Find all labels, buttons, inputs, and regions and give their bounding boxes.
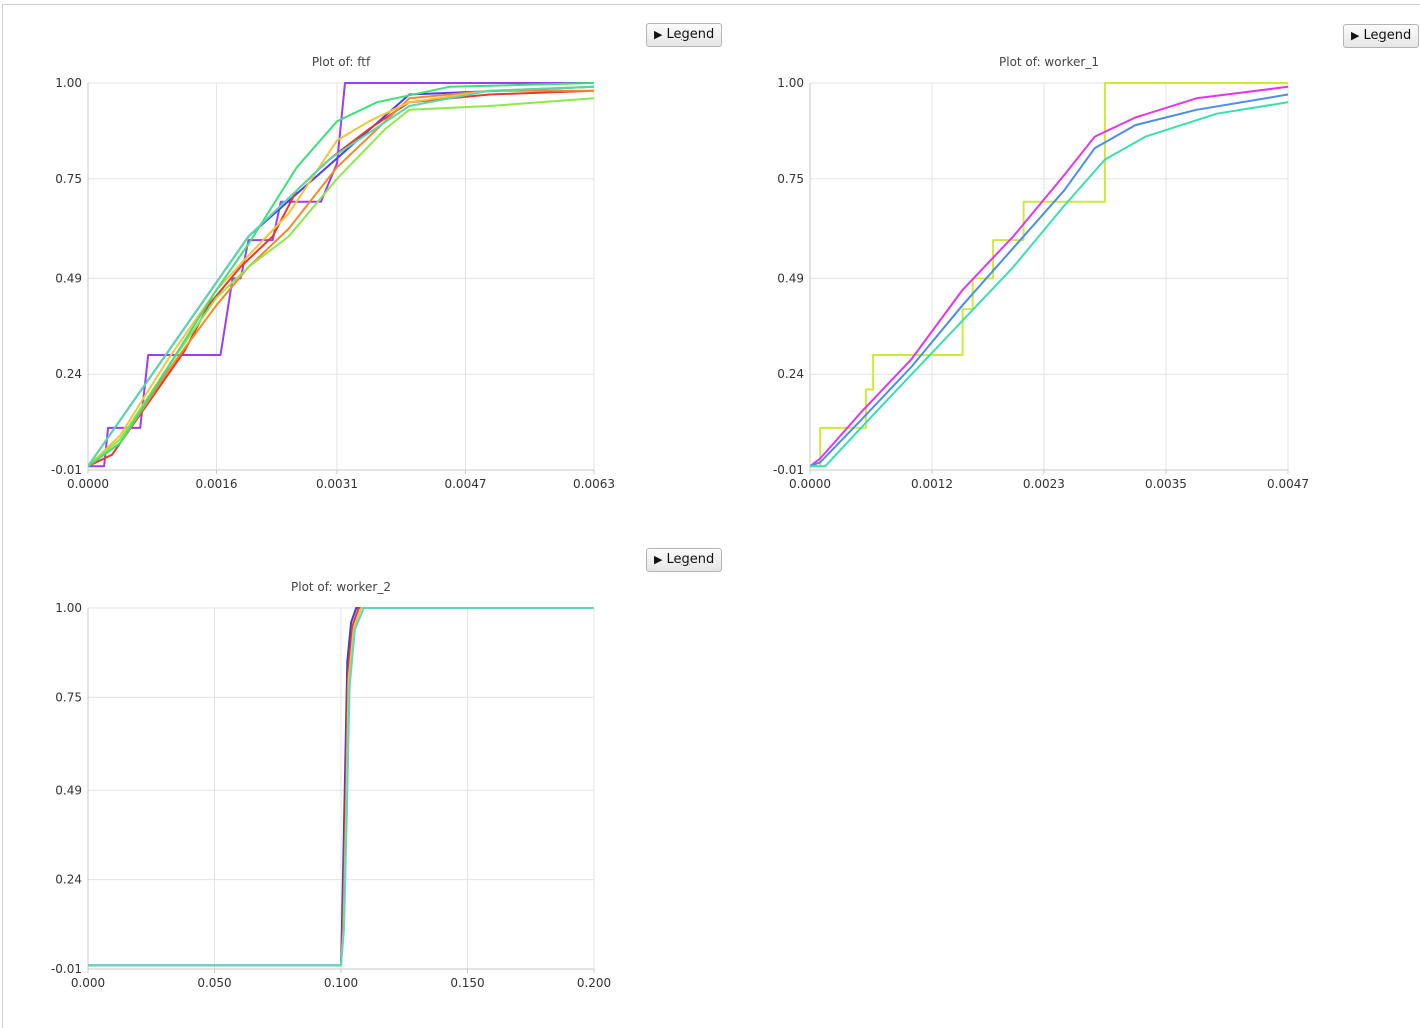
y-tick-label: 0.75 (55, 172, 82, 186)
chart-worker-2: Plot of: worker_2 0.000 0.050 0.100 0.150 0.2… (51, 580, 611, 990)
x-tick-label: 0.0047 (444, 477, 486, 491)
y-tick-label: -0.01 (773, 463, 804, 477)
y-tick-label: -0.01 (51, 463, 82, 477)
legend-toggle-button-worker-1[interactable]: ▶ Legend (1343, 24, 1420, 48)
play-triangle-icon: ▶ (654, 28, 663, 41)
legend-toggle-button-ftf[interactable]: ▶ Legend (646, 23, 723, 47)
x-tick-label: 0.200 (577, 976, 611, 990)
x-tick-label: 0.150 (450, 976, 484, 990)
y-tick-label: 0.49 (777, 271, 804, 285)
y-tick-label: 0.24 (55, 367, 82, 381)
series-line-3 (810, 93, 1288, 468)
chart-ftf: Plot of: ftf 0.0000 0.0016 0.0031 0.0047 0.00… (51, 55, 615, 491)
series-line-2 (88, 85, 594, 468)
x-tick-label: 0.0016 (196, 477, 238, 491)
chart-title: Plot of: worker_1 (999, 55, 1099, 69)
series-line-2 (810, 85, 1288, 468)
y-tick-label: 0.49 (55, 271, 82, 285)
x-tick-label: 0.0063 (573, 477, 615, 491)
chart-worker-1: Plot of: worker_1 0.0000 0.0012 0.0023 0.003… (773, 55, 1309, 491)
series-line-1 (88, 82, 594, 468)
x-tick-label: 0.0000 (789, 477, 831, 491)
series-line-7 (88, 82, 594, 468)
series-line-4 (810, 101, 1288, 468)
chart-title: Plot of: ftf (312, 55, 371, 69)
y-tick-label: 1.00 (55, 601, 82, 615)
x-tick-label: 0.0012 (911, 477, 953, 491)
x-tick-label: 0.0000 (67, 477, 109, 491)
x-tick-label: 0.050 (197, 976, 231, 990)
series-line-4 (88, 89, 594, 468)
y-tick-label: 0.49 (55, 783, 82, 797)
x-tick-label: 0.100 (324, 976, 358, 990)
legend-button-label: Legend (1363, 28, 1412, 43)
x-tick-label: 0.0035 (1145, 477, 1187, 491)
y-tick-label: 0.75 (777, 172, 804, 186)
x-tick-label: 0.000 (71, 976, 105, 990)
y-tick-label: 1.00 (55, 76, 82, 90)
legend-button-label: Legend (666, 27, 715, 42)
x-tick-label: 0.0031 (316, 477, 358, 491)
x-tick-label: 0.0047 (1267, 477, 1309, 491)
y-tick-label: 1.00 (777, 76, 804, 90)
y-tick-label: 0.24 (55, 873, 82, 887)
play-triangle-icon: ▶ (654, 553, 663, 566)
legend-button-label: Legend (666, 552, 715, 567)
play-triangle-icon: ▶ (1351, 29, 1360, 42)
y-tick-label: -0.01 (51, 962, 82, 976)
legend-toggle-button-worker-2[interactable]: ▶ Legend (646, 548, 723, 572)
chart-title: Plot of: worker_2 (291, 580, 391, 594)
chart-panel (2, 4, 1420, 1028)
y-tick-label: 0.75 (55, 690, 82, 704)
series-line-5 (88, 85, 594, 468)
x-tick-label: 0.0023 (1023, 477, 1065, 491)
series-line-8 (88, 85, 594, 468)
series-line-4 (88, 607, 594, 967)
series-line-1 (810, 82, 1288, 468)
y-tick-label: 0.24 (777, 367, 804, 381)
